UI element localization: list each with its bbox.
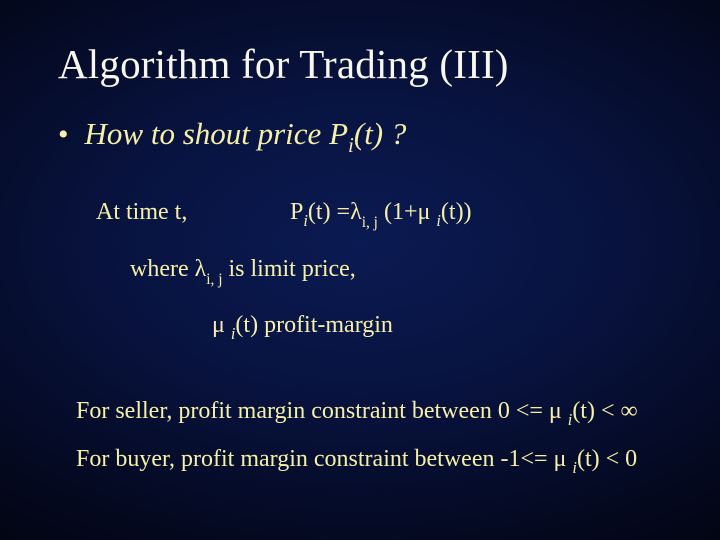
bullet-text: How to shout price Pi(t) ? [85,116,407,157]
seller-constraint: For seller, profit margin constraint bet… [76,398,638,429]
price-formula: Pi(t) =λi, j (1+μ i(t)) [290,199,472,230]
bullet-row: • How to shout price Pi(t) ? [58,116,662,157]
bullet-dot-icon: • [58,120,69,150]
slide-title: Algorithm for Trading (III) [58,40,662,88]
at-time-label: At time t, [96,199,187,226]
buyer-constraint: For buyer, profit margin constraint betw… [76,446,637,477]
where-limit-price: where λi, j is limit price, [130,256,356,287]
profit-margin-label: μ i(t) profit-margin [212,312,393,343]
slide: Algorithm for Trading (III) • How to sho… [0,0,720,540]
